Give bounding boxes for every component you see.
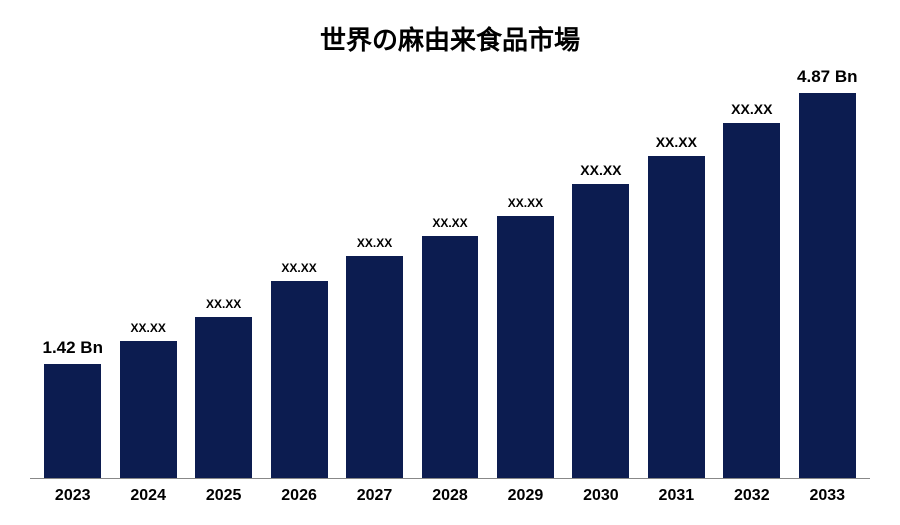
bar-value-label: XX.XX: [580, 162, 621, 178]
bar-group: XX.XX: [642, 67, 711, 478]
bar-group: XX.XX: [113, 67, 182, 478]
bar-group: XX.XX: [264, 67, 333, 478]
bar: [422, 236, 479, 478]
x-axis-tick: 2030: [566, 487, 635, 505]
bar-group: XX.XX: [340, 67, 409, 478]
bar-value-label: 1.42 Bn: [42, 338, 102, 358]
bar-value-label: 4.87 Bn: [797, 67, 857, 87]
bar-group: XX.XX: [717, 67, 786, 478]
bar: [497, 216, 554, 478]
bar: [723, 123, 780, 478]
x-axis-tick: 2031: [642, 487, 711, 505]
bar: [572, 184, 629, 478]
plot-area: 1.42 Bn XX.XX XX.XX XX.XX XX.XX XX.XX XX.XX XX.…: [30, 67, 870, 479]
x-axis: 2023 2024 2025 2026 2027 2028 2029 2030 2031 2032…: [30, 479, 870, 505]
x-axis-tick: 2024: [113, 487, 182, 505]
bar: [648, 156, 705, 478]
bar-value-label: XX.XX: [131, 321, 166, 335]
bar: [346, 256, 403, 478]
x-axis-tick: 2033: [793, 487, 862, 505]
bar: [120, 341, 177, 478]
x-axis-tick: 2028: [415, 487, 484, 505]
bar-value-label: XX.XX: [656, 134, 697, 150]
bar-group: XX.XX: [189, 67, 258, 478]
bar-group: XX.XX: [566, 67, 635, 478]
bar-group: XX.XX: [491, 67, 560, 478]
bar: [195, 317, 252, 478]
bar-chart: 世界の麻由来食品市場 1.42 Bn XX.XX XX.XX XX.XX XX.XX XX…: [0, 0, 900, 525]
x-axis-tick: 2032: [717, 487, 786, 505]
bar-group: 1.42 Bn: [38, 67, 107, 478]
bar-value-label: XX.XX: [432, 216, 467, 230]
bar-value-label: XX.XX: [281, 261, 316, 275]
bar-value-label: XX.XX: [357, 236, 392, 250]
bar-value-label: XX.XX: [206, 297, 241, 311]
x-axis-tick: 2027: [340, 487, 409, 505]
bar: [271, 281, 328, 478]
bar: [799, 93, 856, 478]
x-axis-tick: 2029: [491, 487, 560, 505]
bar-group: 4.87 Bn: [793, 67, 862, 478]
x-axis-tick: 2025: [189, 487, 258, 505]
x-axis-tick: 2026: [264, 487, 333, 505]
bar-value-label: XX.XX: [508, 196, 543, 210]
x-axis-tick: 2023: [38, 487, 107, 505]
bar-group: XX.XX: [415, 67, 484, 478]
bar-value-label: XX.XX: [731, 101, 772, 117]
chart-title: 世界の麻由来食品市場: [30, 20, 870, 57]
bar: [44, 364, 101, 478]
